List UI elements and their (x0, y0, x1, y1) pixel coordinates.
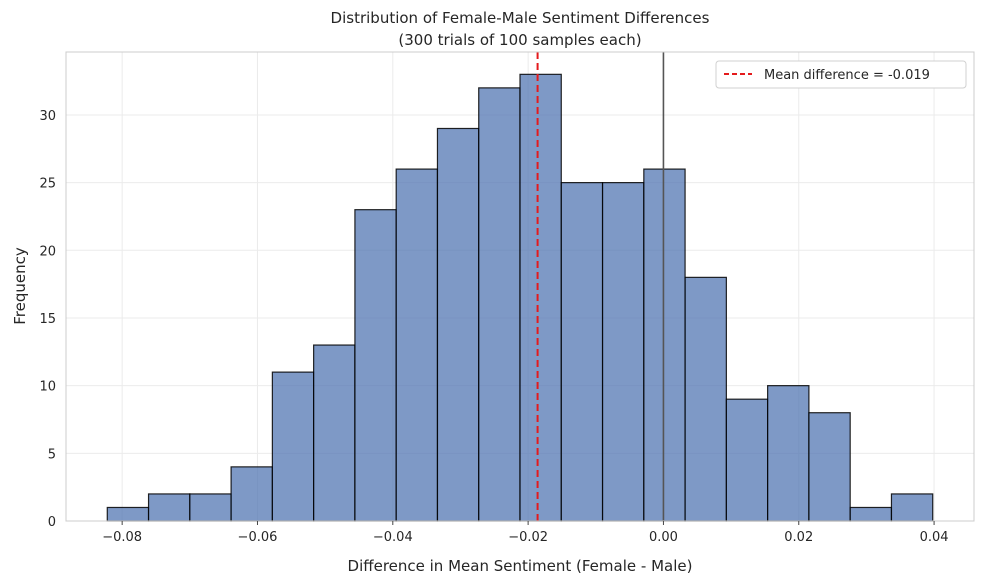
histogram-bar (354, 209, 397, 522)
x-tick-label: −0.02 (508, 530, 548, 545)
histogram-bar (436, 127, 480, 522)
x-tick-label: 0.02 (784, 530, 813, 545)
histogram-bar (395, 168, 439, 522)
chart-title-line2: (300 trials of 100 samples each) (398, 31, 641, 49)
x-tick-label: −0.08 (102, 530, 142, 545)
histogram-bar (849, 506, 893, 522)
histogram-bar (189, 493, 232, 522)
histogram-bar (313, 344, 356, 522)
histogram-bar (560, 182, 604, 522)
histogram-bar (519, 73, 562, 522)
plot-area (65, 51, 975, 522)
histogram-bar (684, 276, 727, 522)
chart-title-line1: Distribution of Female-Male Sentiment Di… (331, 9, 710, 27)
histogram-bar (147, 493, 191, 522)
histogram-bars (106, 73, 934, 522)
histogram-bar (725, 398, 769, 522)
reference-lines (536, 52, 665, 521)
histogram-bar (601, 182, 645, 522)
y-tick-label: 5 (48, 447, 56, 462)
legend: Mean difference = -0.019 (715, 60, 967, 89)
y-axis-label: Frequency (11, 247, 29, 325)
histogram-bar (478, 87, 521, 522)
y-axis-ticks: 0 5 10 15 20 25 30 (39, 109, 56, 530)
histogram-bar (643, 168, 686, 522)
plot-frame (65, 51, 975, 522)
y-tick-label: 15 (39, 312, 56, 327)
histogram-bar (890, 493, 934, 522)
histogram-bar (230, 466, 273, 522)
x-tick-label: 0.04 (920, 530, 949, 545)
y-tick-label: 20 (39, 244, 56, 259)
x-axis-ticks: −0.08 −0.06 −0.04 −0.02 0.00 0.02 0.04 (102, 521, 949, 545)
histogram-bar (808, 412, 851, 522)
y-tick-label: 10 (39, 380, 56, 395)
y-tick-label: 25 (39, 177, 56, 192)
legend-label-mean: Mean difference = -0.019 (764, 68, 930, 83)
x-tick-label: −0.04 (373, 530, 413, 545)
histogram-bar (767, 385, 810, 522)
x-tick-label: −0.06 (238, 530, 278, 545)
histogram-bar (106, 506, 150, 522)
x-tick-label: 0.00 (649, 530, 678, 545)
x-axis-label: Difference in Mean Sentiment (Female - M… (348, 557, 693, 575)
legend-box (715, 60, 967, 89)
y-tick-label: 30 (39, 109, 56, 124)
histogram-bar (271, 371, 315, 522)
y-tick-label: 0 (48, 515, 56, 530)
